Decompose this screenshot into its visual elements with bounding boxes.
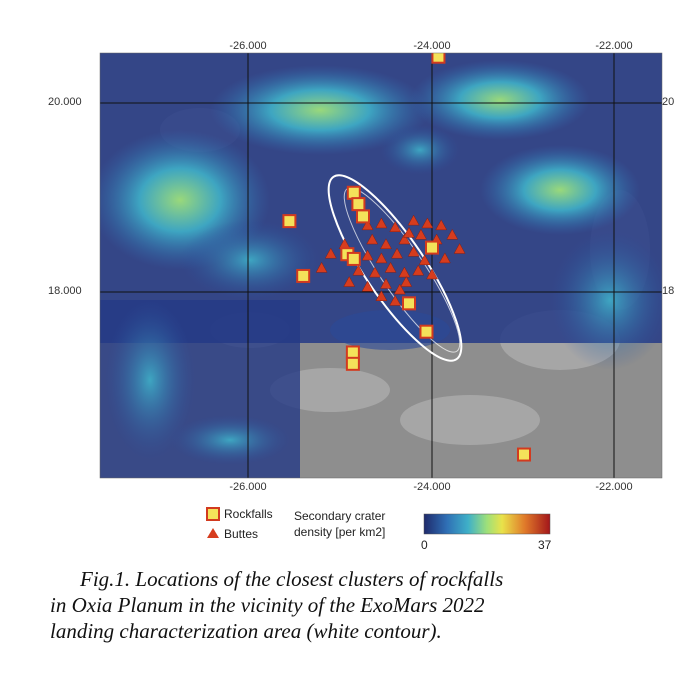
rockfall-marker xyxy=(425,240,439,255)
caption-line-2: in Oxia Planum in the vicinity of the Ex… xyxy=(50,593,485,617)
rockfall-marker xyxy=(356,209,370,224)
butte-marker xyxy=(324,247,337,259)
legend-density-title-2: density [per km2] xyxy=(294,525,386,539)
butte-marker xyxy=(380,277,392,289)
colorbar xyxy=(423,513,551,535)
butte-marker xyxy=(412,264,425,276)
lon-tick-top: -22.000 xyxy=(595,40,633,52)
rockfall-marker xyxy=(351,197,366,212)
legend-rockfalls-label: Rockfalls xyxy=(224,507,273,521)
lon-tick-bottom: -26.000 xyxy=(229,481,267,493)
butte-marker xyxy=(352,264,365,276)
lon-tick-top: -26.000 xyxy=(229,40,267,52)
rockfalls-layer xyxy=(282,53,531,462)
butte-marker xyxy=(361,249,374,261)
butte-marker xyxy=(407,214,420,226)
caption-line-3: landing characterization area (white con… xyxy=(50,619,442,643)
butte-marker xyxy=(391,247,403,259)
buttes-layer xyxy=(315,214,466,306)
caption-line-1: Fig.1. Locations of the closest clusters… xyxy=(80,567,504,591)
butte-marker xyxy=(435,219,448,231)
butte-marker xyxy=(403,226,415,238)
rockfall-marker xyxy=(517,447,531,462)
legend-density-title-1: Secondary crater xyxy=(294,509,386,523)
lat-tick-right: 20 xyxy=(662,96,675,108)
lat-tick-right: 18 xyxy=(662,285,675,297)
butte-marker xyxy=(389,221,402,232)
butte-marker xyxy=(361,219,374,231)
butte-marker xyxy=(407,245,420,257)
legend-buttes-label: Buttes xyxy=(224,527,259,541)
butte-marker xyxy=(421,217,434,229)
butte-marker xyxy=(315,261,328,273)
lat-tick-left: 18.000 xyxy=(48,285,82,297)
butte-marker xyxy=(398,233,411,245)
rockfall-marker xyxy=(345,345,360,360)
butte-marker xyxy=(393,283,406,295)
rockfall-marker xyxy=(296,268,311,283)
butte-marker xyxy=(375,290,388,301)
rockfall-marker xyxy=(346,185,361,200)
butte-marker xyxy=(438,252,451,264)
legend-rockfall-swatch xyxy=(206,507,220,521)
rockfall-marker xyxy=(402,296,416,311)
map-panel xyxy=(100,53,662,478)
butte-marker xyxy=(366,233,379,245)
butte-marker xyxy=(398,266,411,278)
lon-tick-top: -24.000 xyxy=(413,40,451,52)
butte-marker xyxy=(384,261,397,273)
butte-marker xyxy=(389,294,402,306)
butte-marker xyxy=(361,280,374,292)
butte-marker xyxy=(375,217,388,229)
butte-marker xyxy=(415,228,427,240)
lat-tick-left: 20.000 xyxy=(48,96,82,108)
rockfall-marker xyxy=(282,214,297,229)
colorbar-min-label: 0 xyxy=(421,538,428,552)
butte-marker xyxy=(380,238,392,249)
rockfall-marker xyxy=(346,251,361,266)
rockfall-marker xyxy=(345,356,360,371)
butte-marker xyxy=(343,276,356,287)
butte-marker xyxy=(369,266,381,278)
density-layer xyxy=(100,53,662,478)
colorbar-max-label: 37 xyxy=(538,538,552,552)
butte-marker xyxy=(446,228,459,240)
legend-butte-swatch xyxy=(207,528,219,538)
map-frame xyxy=(99,52,663,479)
butte-marker xyxy=(400,276,413,287)
lon-tick-bottom: -22.000 xyxy=(595,481,633,493)
butte-marker xyxy=(375,252,388,264)
rockfall-marker xyxy=(431,53,446,64)
butte-marker xyxy=(418,254,431,266)
lon-tick-bottom: -24.000 xyxy=(413,481,451,493)
butte-marker xyxy=(426,268,438,280)
rockfall-marker xyxy=(419,324,434,339)
figure-caption: Fig.1. Locations of the closest clusters… xyxy=(50,566,640,644)
butte-marker xyxy=(453,242,466,254)
